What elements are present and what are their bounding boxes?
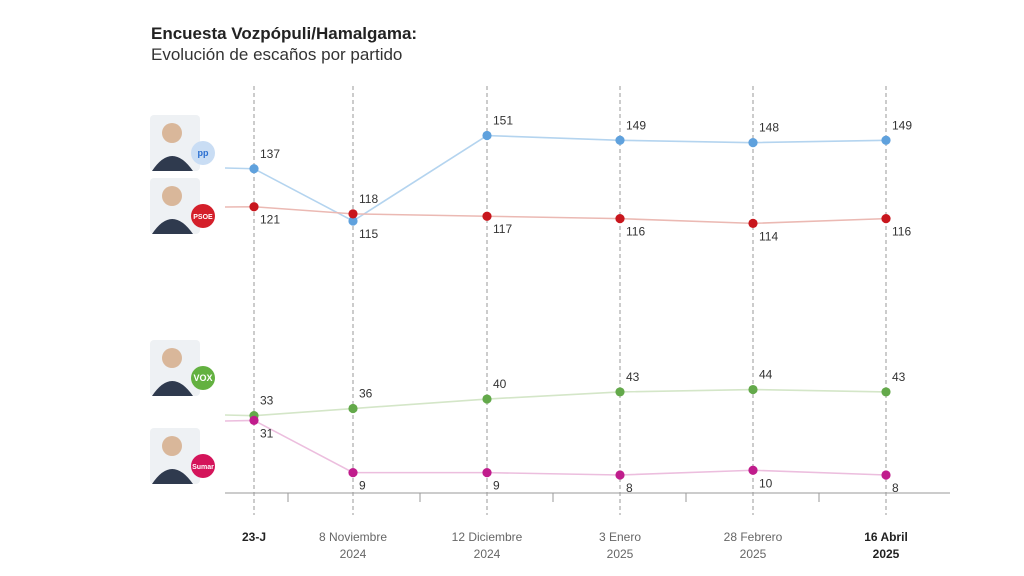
psoe-point-4 <box>748 218 758 228</box>
psoe-label-2: 117 <box>493 222 512 236</box>
sumar-logo-text: Sumar <box>192 464 214 471</box>
pp-photo-bg <box>150 115 200 171</box>
pp-point-4 <box>748 138 758 148</box>
sumar-leader-head-icon <box>162 436 182 456</box>
pp-logo-text: pp <box>198 148 209 158</box>
sumar-label-2: 9 <box>493 479 500 493</box>
psoe-leader-head-icon <box>162 186 182 206</box>
sumar-photo-bg <box>150 428 200 484</box>
pp-point-5 <box>881 135 891 145</box>
sumar-line <box>224 419 887 476</box>
psoe-point-1 <box>348 209 358 219</box>
psoe-logo-text: PSOE <box>193 214 213 221</box>
psoe-logo-badge <box>191 204 215 228</box>
pp-leader-photo: pp <box>150 115 215 171</box>
chart-subtitle: Evolución de escaños por partido <box>151 45 403 64</box>
vox-label-1: 36 <box>359 387 373 401</box>
psoe-label-0: 121 <box>260 213 280 227</box>
sumar-label-4: 10 <box>759 476 773 490</box>
psoe-leader-body-icon <box>152 219 193 234</box>
x-tick-label-4: 28 Febrero <box>724 530 783 544</box>
data-labels: 137 115 151 149 148 149 121 118 117 116 114 116 33 36… <box>260 114 912 495</box>
vox-label-4: 44 <box>759 368 773 382</box>
x-tick-label-year-4: 2025 <box>740 547 767 561</box>
series-points <box>249 130 891 480</box>
sumar-point-3 <box>615 470 625 480</box>
sumar-point-5 <box>881 470 891 480</box>
pp-point-1 <box>348 216 358 226</box>
vox-line <box>224 388 887 417</box>
x-tick-label-2: 12 Diciembre <box>452 530 523 544</box>
vox-logo-badge <box>191 366 215 390</box>
sumar-label-3: 8 <box>626 481 633 495</box>
sumar-point-4 <box>748 465 758 475</box>
psoe-label-3: 116 <box>626 225 645 239</box>
sumar-point-0 <box>249 415 259 426</box>
pp-point-2 <box>482 130 492 141</box>
pp-label-5: 149 <box>892 118 912 132</box>
vox-point-1 <box>348 403 358 414</box>
vox-label-0: 33 <box>260 394 274 408</box>
x-tick-label-year-5: 2025 <box>873 547 900 561</box>
psoe-point-5 <box>881 214 891 224</box>
psoe-point-3 <box>615 214 625 224</box>
pp-label-0: 137 <box>260 147 280 161</box>
party-leader-photos: pp PSOE VOX Sumar <box>150 115 215 484</box>
sumar-logo-badge <box>191 454 215 478</box>
psoe-label-5: 116 <box>892 225 911 239</box>
pp-line <box>224 134 887 222</box>
vox-point-2 <box>482 394 492 404</box>
sumar-point-2 <box>482 468 492 478</box>
sumar-point-1 <box>348 468 358 478</box>
vox-logo-text: VOX <box>193 373 212 383</box>
vox-point-5 <box>881 387 891 397</box>
sumar-label-0: 31 <box>260 426 274 440</box>
psoe-label-1: 118 <box>359 192 378 206</box>
sumar-leader-photo: Sumar <box>150 428 215 484</box>
psoe-line <box>224 205 887 225</box>
vox-leader-photo: VOX <box>150 340 215 396</box>
x-tick-label-3: 3 Enero <box>599 530 641 544</box>
psoe-point-2 <box>482 211 492 221</box>
pp-leader-head-icon <box>162 123 182 143</box>
x-axis <box>225 492 950 502</box>
sumar-leader-body-icon <box>152 469 193 484</box>
pp-label-2: 151 <box>493 114 513 128</box>
vox-photo-bg <box>150 340 200 396</box>
x-tick-label-year-2: 2024 <box>474 547 501 561</box>
x-tick-label-year-1: 2024 <box>340 547 367 561</box>
x-tick-label-year-3: 2025 <box>607 547 634 561</box>
x-tick-label-5: 16 Abril <box>864 530 908 544</box>
vox-label-2: 40 <box>493 377 507 391</box>
vox-label-3: 43 <box>626 370 640 384</box>
pp-point-3 <box>615 135 625 145</box>
sumar-label-1: 9 <box>359 479 366 493</box>
x-tick-label-0: 23-J <box>242 530 266 544</box>
psoe-leader-photo: PSOE <box>150 178 215 234</box>
psoe-photo-bg <box>150 178 200 234</box>
pp-leader-body-icon <box>152 156 193 171</box>
pp-label-3: 149 <box>626 118 646 132</box>
pp-point-0 <box>249 164 259 174</box>
vox-point-4 <box>748 384 758 395</box>
pp-logo-badge <box>191 141 215 165</box>
psoe-label-4: 114 <box>759 229 778 243</box>
vox-point-3 <box>615 387 625 397</box>
sumar-label-5: 8 <box>892 481 899 495</box>
vox-leader-body-icon <box>152 381 193 396</box>
vox-leader-head-icon <box>162 348 182 368</box>
x-tick-label-1: 8 Noviembre <box>319 530 387 544</box>
x-tick-labels: 23-J 8 Noviembre 2024 12 Diciembre 2024 3 Ene… <box>242 530 908 561</box>
series-lines <box>224 134 887 476</box>
vox-label-5: 43 <box>892 370 906 384</box>
pp-label-1: 115 <box>359 227 378 241</box>
chart-title: Encuesta Vozpópuli/Hamalgama: <box>151 24 418 43</box>
pp-label-4: 148 <box>759 121 779 135</box>
vertical-guides <box>253 86 887 515</box>
psoe-point-0 <box>249 202 259 212</box>
